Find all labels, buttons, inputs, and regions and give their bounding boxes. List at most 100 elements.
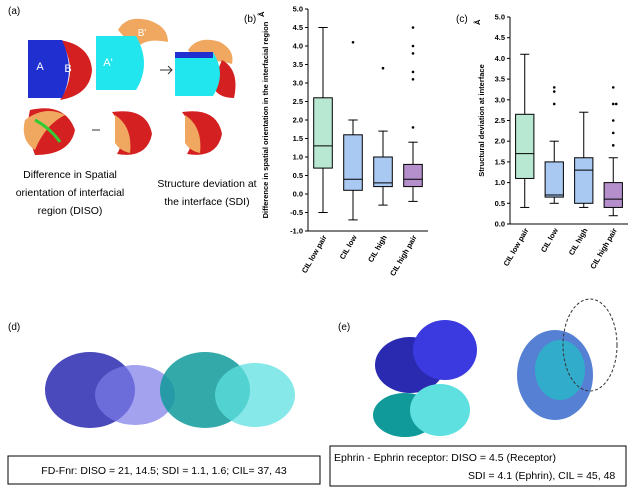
y-tick-label: 1.5 bbox=[293, 134, 303, 143]
x-tick-label: CIL high bbox=[567, 226, 590, 257]
y-tick-label: 1.5 bbox=[495, 157, 505, 166]
y-tick-label: 0.5 bbox=[293, 171, 303, 180]
protein-surface bbox=[410, 384, 470, 436]
y-tick-label: 1.0 bbox=[495, 178, 505, 187]
outlier bbox=[614, 102, 618, 106]
y-tick-label: 5.0 bbox=[293, 5, 303, 14]
y-axis-unit: Å bbox=[473, 19, 482, 25]
chain-label: B bbox=[64, 63, 71, 75]
chain-label: A' bbox=[103, 57, 112, 69]
caption: Difference in Spatial bbox=[23, 169, 117, 181]
overlay-edge bbox=[175, 52, 213, 58]
y-tick-label: 3.5 bbox=[293, 60, 303, 69]
caption: the interface (SDI) bbox=[164, 196, 249, 208]
protein-structures bbox=[45, 298, 618, 437]
caption: FD-Fnr: DISO = 21, 14.5; SDI = 1.1, 1.6;… bbox=[41, 465, 287, 477]
interface-green bbox=[34, 118, 62, 143]
panel-label: (a) bbox=[8, 6, 20, 17]
outlier bbox=[611, 131, 615, 135]
protein-surface bbox=[95, 365, 175, 425]
caption-box bbox=[7, 455, 321, 485]
y-tick-label: 0.0 bbox=[293, 190, 303, 199]
outlier bbox=[611, 86, 615, 89]
y-tick-label: 2.0 bbox=[293, 116, 303, 125]
outlier bbox=[611, 119, 615, 122]
y-tick-label: 2.5 bbox=[495, 116, 505, 125]
chain-a bbox=[28, 40, 69, 98]
box bbox=[603, 182, 623, 208]
outlier bbox=[411, 44, 415, 48]
box bbox=[313, 97, 333, 169]
interface-orange-2 bbox=[115, 115, 131, 153]
highlight-ellipse bbox=[562, 298, 618, 392]
panel-label: (c) bbox=[456, 14, 468, 25]
panel-label: (d) bbox=[8, 322, 20, 333]
outlier bbox=[552, 102, 556, 106]
y-tick-label: 3.0 bbox=[495, 95, 505, 104]
x-tick-label: CIL high pair bbox=[388, 233, 419, 277]
box bbox=[403, 163, 423, 188]
protein-overlay bbox=[535, 340, 585, 400]
outlier bbox=[552, 86, 556, 89]
x-tick-label: CIL high bbox=[366, 233, 389, 264]
caption: region (DISO) bbox=[38, 205, 103, 217]
y-tick-label: 5.0 bbox=[495, 13, 505, 22]
y-tick-label: 0.5 bbox=[495, 199, 505, 208]
x-tick-label: CIL low pair bbox=[502, 226, 531, 267]
outlier bbox=[351, 41, 355, 44]
y-tick-label: -1.0 bbox=[290, 227, 303, 236]
y-axis-label: Structural deviation at interface bbox=[477, 64, 486, 177]
box bbox=[515, 113, 535, 179]
outlier bbox=[411, 26, 415, 29]
y-tick-label: 0.0 bbox=[495, 220, 505, 229]
protein-surface bbox=[215, 363, 295, 427]
panel-label: (e) bbox=[338, 322, 350, 333]
y-tick-label: 4.0 bbox=[495, 54, 505, 63]
chain-label: A bbox=[36, 61, 44, 73]
y-tick-label: -0.5 bbox=[290, 208, 303, 217]
y-tick-label: 4.5 bbox=[495, 33, 505, 42]
outlier bbox=[552, 90, 556, 93]
y-tick-label: 3.5 bbox=[495, 75, 505, 84]
protein-surface bbox=[413, 320, 477, 380]
y-tick-label: 1.0 bbox=[293, 153, 303, 162]
outlier bbox=[411, 78, 415, 81]
y-tick-label: 3.0 bbox=[293, 79, 303, 88]
x-tick-label: CIL low pair bbox=[300, 233, 329, 274]
x-tick-label: CIL high pair bbox=[588, 226, 619, 270]
outlier bbox=[381, 66, 385, 70]
schematic bbox=[23, 18, 236, 155]
x-tick-label: CIL low bbox=[338, 233, 359, 261]
interface-orange bbox=[23, 111, 65, 150]
outlier bbox=[411, 126, 415, 129]
y-tick-label: 2.5 bbox=[293, 97, 303, 106]
overlay-a bbox=[175, 52, 220, 96]
box bbox=[343, 134, 363, 191]
chain-a-prime bbox=[96, 36, 144, 90]
arrow bbox=[160, 65, 173, 75]
caption: SDI = 4.1 (Ephrin), CIL = 45, 48 bbox=[468, 470, 615, 482]
chain-b bbox=[60, 40, 92, 100]
outlier bbox=[411, 52, 415, 55]
y-tick-label: 4.0 bbox=[293, 42, 303, 51]
box bbox=[373, 156, 393, 188]
caption: Ephrin - Ephrin receptor: DISO = 4.5 (Re… bbox=[334, 452, 556, 464]
outlier bbox=[611, 102, 615, 106]
y-tick-label: 2.0 bbox=[495, 137, 505, 146]
caption: Structure deviation at bbox=[157, 178, 256, 190]
caption: orientation of interfacial bbox=[16, 187, 125, 199]
panel-label: (b) bbox=[244, 14, 256, 25]
y-axis-label: Difference in spatial orientation in the… bbox=[261, 21, 270, 218]
y-axis-unit: Å bbox=[257, 11, 266, 17]
overlay-red bbox=[212, 60, 236, 98]
y-tick-label: 4.5 bbox=[293, 23, 303, 32]
caption-box bbox=[329, 445, 627, 487]
interface-orange-3 bbox=[185, 115, 201, 153]
box bbox=[544, 161, 564, 198]
outlier bbox=[611, 144, 615, 147]
x-tick-label: CIL low bbox=[539, 226, 560, 254]
chain-label: B' bbox=[138, 28, 147, 39]
box bbox=[574, 157, 594, 204]
